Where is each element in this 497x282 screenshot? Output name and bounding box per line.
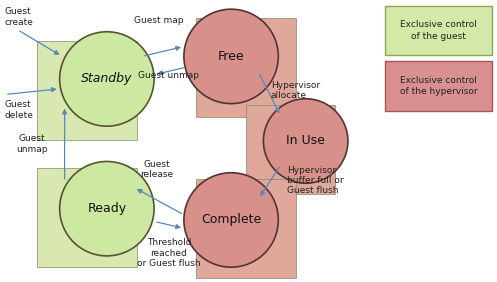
Bar [385,6,492,55]
Text: Ready: Ready [87,202,126,215]
Ellipse shape [184,9,278,103]
Text: Guest
delete: Guest delete [5,100,34,120]
Ellipse shape [60,162,154,256]
Bar [385,61,492,111]
Ellipse shape [184,173,278,267]
Text: Guest
create: Guest create [5,7,34,27]
Text: Standby: Standby [81,72,133,85]
Bar [196,18,296,117]
Text: Free: Free [218,50,245,63]
Ellipse shape [263,99,348,183]
Text: Guest unmap: Guest unmap [139,71,199,80]
Bar [37,41,137,140]
Text: Hypervisor
allocate: Hypervisor allocate [271,81,320,100]
Text: Exclusive control
of the guest: Exclusive control of the guest [400,20,477,41]
Text: In Use: In Use [286,135,325,147]
Text: Exclusive control
of the hypervisor: Exclusive control of the hypervisor [400,76,478,96]
Text: Complete: Complete [201,213,261,226]
Bar [196,179,296,278]
Text: Guest
unmap: Guest unmap [16,134,48,153]
Bar [247,105,335,194]
Text: Guest map: Guest map [134,16,184,25]
Text: Threshold
reached
or Guest flush: Threshold reached or Guest flush [137,238,201,268]
Ellipse shape [60,32,154,126]
Text: Hypervisor
buffer full or
Guest flush: Hypervisor buffer full or Guest flush [287,166,344,195]
Bar [37,168,137,267]
Text: Guest
release: Guest release [140,160,173,179]
